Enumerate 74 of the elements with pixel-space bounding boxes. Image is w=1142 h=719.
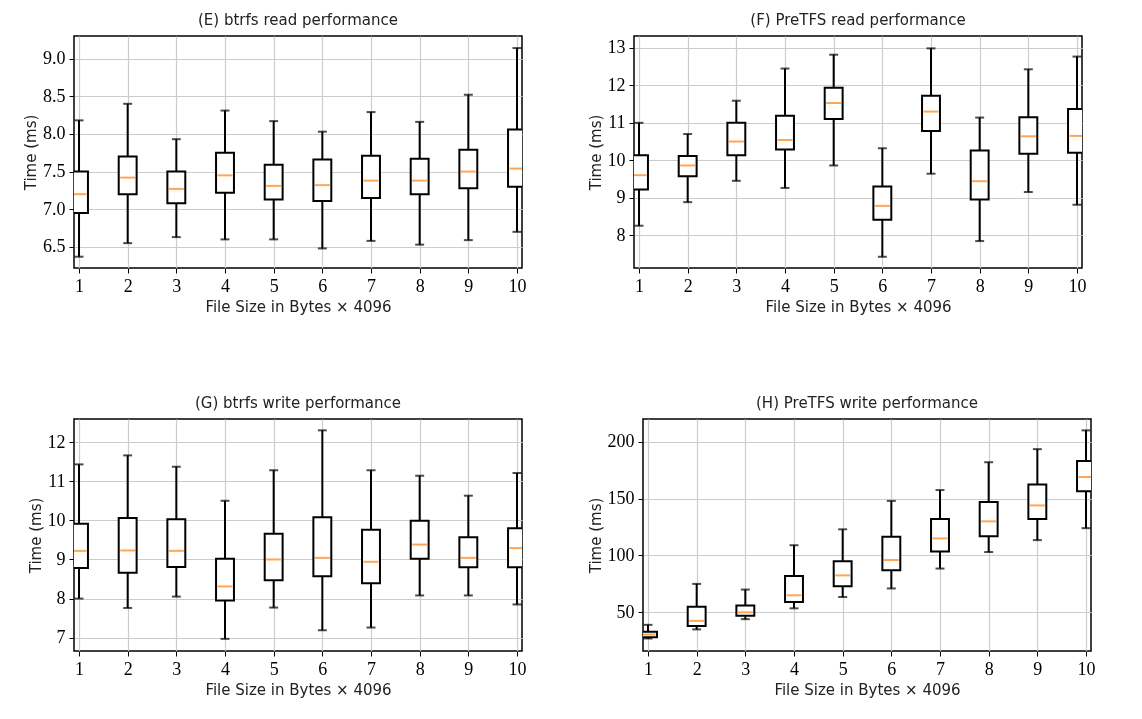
- y-tick-label: 11: [608, 112, 626, 133]
- x-tick-label: 5: [838, 658, 848, 679]
- y-tick-label: 9.0: [43, 48, 66, 69]
- x-tick-label: 8: [975, 275, 985, 296]
- x-tick-label: 9: [1033, 658, 1043, 679]
- x-tick-label: 4: [221, 658, 230, 679]
- y-tick-label: 12: [607, 74, 626, 95]
- x-tick-label: 1: [644, 658, 653, 679]
- y-axis-title: Time (ms): [26, 497, 45, 575]
- x-tick-label: 5: [269, 275, 279, 296]
- x-tick-label: 3: [741, 658, 751, 679]
- x-tick-label: 1: [75, 658, 84, 679]
- x-tick-label: 10: [1077, 658, 1096, 679]
- y-tick-label: 6.5: [43, 236, 66, 257]
- x-tick-label: 4: [790, 658, 799, 679]
- x-axis-title: File Size in Bytes × 4096: [765, 297, 952, 316]
- x-tick-label: 5: [829, 275, 839, 296]
- x-tick-label: 7: [367, 275, 376, 296]
- x-tick-label: 6: [318, 658, 328, 679]
- x-tick-label: 2: [683, 275, 693, 296]
- chart-title: (E) btrfs read performance: [198, 11, 398, 29]
- x-tick-label: 3: [172, 658, 182, 679]
- y-tick-label: 9: [56, 548, 66, 569]
- x-tick-label: 9: [1024, 275, 1034, 296]
- x-tick-label: 2: [123, 658, 133, 679]
- x-tick-label: 9: [464, 658, 474, 679]
- x-tick-label: 10: [508, 275, 527, 296]
- y-tick-label: 100: [607, 544, 635, 565]
- y-axis-title: Time (ms): [586, 497, 605, 575]
- x-tick-label: 8: [415, 658, 425, 679]
- x-tick-label: 9: [464, 275, 474, 296]
- x-tick-label: 7: [927, 275, 936, 296]
- y-tick-label: 13: [607, 37, 626, 58]
- y-tick-label: 7.5: [43, 161, 66, 182]
- chart-title: (H) PreTFS write performance: [756, 394, 978, 412]
- y-tick-label: 50: [616, 601, 635, 622]
- x-tick-label: 7: [367, 658, 376, 679]
- x-tick-label: 10: [1068, 275, 1087, 296]
- x-tick-label: 4: [221, 275, 230, 296]
- y-tick-label: 8.5: [43, 85, 66, 106]
- x-tick-label: 7: [936, 658, 945, 679]
- y-tick-label: 11: [48, 470, 66, 491]
- x-tick-label: 10: [508, 658, 527, 679]
- x-tick-label: 6: [318, 275, 328, 296]
- x-tick-label: 2: [123, 275, 133, 296]
- y-tick-label: 10: [607, 149, 626, 170]
- x-tick-label: 6: [887, 658, 897, 679]
- x-tick-label: 1: [75, 275, 84, 296]
- x-tick-label: 5: [269, 658, 279, 679]
- x-axis-title: File Size in Bytes × 4096: [205, 680, 392, 699]
- y-tick-label: 12: [47, 431, 66, 452]
- x-axis-title: File Size in Bytes × 4096: [774, 680, 961, 699]
- x-tick-label: 2: [692, 658, 702, 679]
- x-tick-label: 4: [781, 275, 790, 296]
- y-tick-label: 200: [607, 431, 635, 452]
- y-axis-title: Time (ms): [22, 114, 40, 192]
- chart-title: (G) btrfs write performance: [194, 394, 402, 412]
- y-tick-label: 150: [607, 488, 635, 509]
- y-tick-label: 7: [56, 627, 66, 648]
- x-tick-label: 3: [732, 275, 742, 296]
- y-tick-label: 7.0: [43, 198, 66, 219]
- y-tick-label: 8.0: [43, 123, 66, 144]
- x-tick-label: 8: [984, 658, 994, 679]
- y-tick-label: 10: [47, 509, 66, 530]
- x-tick-label: 6: [878, 275, 888, 296]
- x-tick-label: 3: [172, 275, 182, 296]
- x-tick-label: 8: [415, 275, 425, 296]
- y-tick-label: 9: [616, 187, 626, 208]
- x-axis-title: File Size in Bytes × 4096: [205, 297, 392, 316]
- x-tick-label: 1: [635, 275, 644, 296]
- y-axis-title: Time (ms): [586, 114, 605, 192]
- chart-title: (F) PreTFS read performance: [750, 11, 966, 29]
- y-tick-label: 8: [56, 588, 66, 609]
- y-tick-label: 8: [616, 224, 626, 245]
